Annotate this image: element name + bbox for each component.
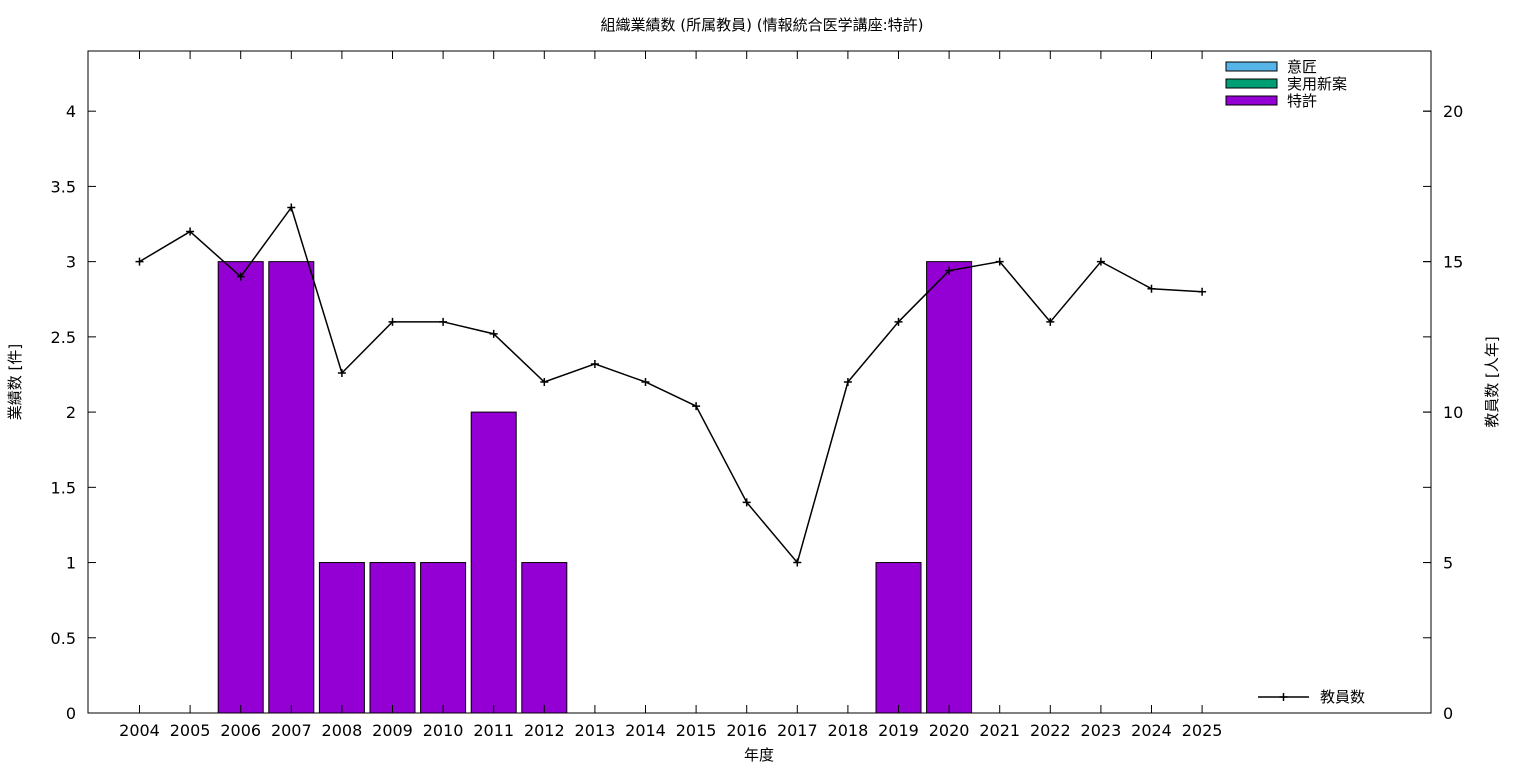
x-tick-label-2007: 2007: [271, 721, 312, 740]
y2-axis-ticks: 0 5 10 15 20: [1423, 102, 1463, 723]
y2-tick-label-1: 5: [1443, 554, 1453, 573]
line-point-2014: [641, 378, 650, 386]
y2-tick-label-0: 0: [1443, 704, 1453, 723]
bar-2-2009: [369, 562, 416, 714]
x-tick-label-2022: 2022: [1030, 721, 1071, 740]
x-axis-label: 年度: [744, 746, 774, 764]
line-point-2019: [894, 317, 903, 326]
y-tick-label-1: 0.5: [51, 629, 76, 648]
x-tick-label-2012: 2012: [524, 721, 565, 740]
legend-label-0: 意匠: [1287, 58, 1317, 76]
x-tick-label-2019: 2019: [878, 721, 919, 740]
x-tick-label-2024: 2024: [1131, 721, 1172, 740]
x-tick-label-2009: 2009: [372, 721, 413, 740]
line-point-2013: [590, 359, 599, 368]
line-point-2020: [945, 266, 954, 275]
x-tick-label-2013: 2013: [575, 721, 616, 740]
line-point-2004: [135, 257, 144, 266]
y-tick-label-0: 0: [66, 704, 76, 723]
line-series-group: [135, 203, 1207, 567]
x-axis-ticks: 2004 2005 2006 2007 2008 2009 2010 2011 2012 2013…: [119, 51, 1222, 740]
legend-swatch-0: [1225, 61, 1278, 72]
line-point-2023: [1096, 257, 1105, 266]
x-tick-label-2023: 2023: [1081, 721, 1122, 740]
line-point-2012: [540, 378, 549, 386]
y2-axis-label: 教員数 [人年]: [1483, 336, 1501, 427]
y-axis-label: 業績数 [件]: [6, 344, 24, 420]
plot-frame: [87, 50, 1432, 714]
x-tick-label-2015: 2015: [676, 721, 717, 740]
y-axis-ticks: 0 0.5 1 1.5 2 2.5 3 3.5 4: [51, 102, 1431, 723]
x-tick-label-2016: 2016: [726, 721, 767, 740]
line-point-2017: [793, 558, 802, 567]
y-tick-label-6: 3: [66, 253, 76, 272]
x-tick-label-2021: 2021: [979, 721, 1020, 740]
x-tick-label-2011: 2011: [473, 721, 514, 740]
bar-2-2019: [875, 562, 922, 714]
y-tick-label-3: 1.5: [51, 478, 76, 497]
bar-2-2011: [470, 411, 517, 714]
x-tick-label-2008: 2008: [322, 721, 363, 740]
line-point-2018: [843, 378, 852, 386]
legend-swatch-2: [1225, 95, 1278, 106]
y-tick-label-2: 1: [66, 554, 76, 573]
y2-tick-label-4: 20: [1443, 102, 1463, 121]
bars-group: [217, 261, 973, 714]
line-point-2011: [489, 329, 498, 338]
line-point-2006: [236, 272, 245, 281]
legend-swatch-1: [1225, 78, 1278, 89]
line-point-2009: [388, 317, 397, 326]
y-tick-label-8: 4: [66, 102, 76, 121]
x-tick-label-2025: 2025: [1182, 721, 1223, 740]
x-tick-label-2010: 2010: [423, 721, 464, 740]
y-tick-label-7: 3.5: [51, 177, 76, 196]
line-point-2005: [186, 227, 195, 236]
legend-label-1: 実用新案: [1287, 75, 1347, 93]
legend-marker-3: [1279, 693, 1288, 701]
x-tick-label-2005: 2005: [170, 721, 211, 740]
x-tick-label-2006: 2006: [220, 721, 261, 740]
line-point-2016: [742, 498, 751, 507]
line-point-2010: [439, 317, 448, 326]
line-series-3: [139, 205, 1203, 565]
chart-title: 組織業績数 (所属教員) (情報統合医学講座:特許): [600, 16, 923, 34]
line-point-2007: [287, 203, 296, 212]
line-point-2024: [1147, 284, 1156, 293]
bar-2-2007: [268, 261, 315, 714]
y2-tick-label-2: 10: [1443, 403, 1463, 422]
legend-label-2: 特許: [1287, 92, 1317, 110]
line-point-2015: [692, 402, 701, 411]
x-tick-label-2017: 2017: [777, 721, 818, 740]
bar-2-2006: [217, 261, 264, 714]
y-tick-label-5: 2.5: [51, 328, 76, 347]
legend-label-3: 教員数: [1320, 688, 1365, 706]
y-tick-label-4: 2: [66, 403, 76, 422]
bar-2-2010: [420, 562, 467, 714]
bar-2-2008: [318, 562, 365, 714]
y2-tick-label-3: 15: [1443, 253, 1463, 272]
x-tick-label-2014: 2014: [625, 721, 666, 740]
line-point-2008: [337, 368, 346, 377]
x-tick-label-2004: 2004: [119, 721, 160, 740]
bar-2-2020: [926, 261, 973, 714]
bar-2-2012: [521, 562, 568, 714]
x-tick-label-2018: 2018: [828, 721, 869, 740]
line-point-2025: [1198, 287, 1207, 296]
x-tick-label-2020: 2020: [929, 721, 970, 740]
line-point-2022: [1046, 317, 1055, 326]
line-point-2021: [995, 257, 1004, 266]
